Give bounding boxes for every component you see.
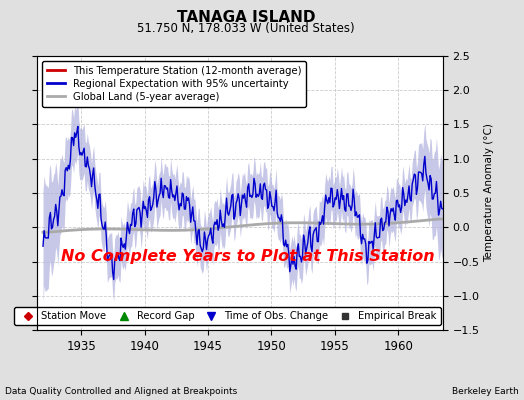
Text: Berkeley Earth: Berkeley Earth	[452, 387, 519, 396]
Text: No Complete Years to Plot at This Station: No Complete Years to Plot at This Statio…	[61, 248, 435, 264]
Legend: Station Move, Record Gap, Time of Obs. Change, Empirical Break: Station Move, Record Gap, Time of Obs. C…	[15, 307, 441, 325]
Text: TANAGA ISLAND: TANAGA ISLAND	[177, 10, 315, 25]
Y-axis label: Temperature Anomaly (°C): Temperature Anomaly (°C)	[484, 124, 494, 262]
Text: Data Quality Controlled and Aligned at Breakpoints: Data Quality Controlled and Aligned at B…	[5, 387, 237, 396]
Text: 51.750 N, 178.033 W (United States): 51.750 N, 178.033 W (United States)	[137, 22, 355, 35]
